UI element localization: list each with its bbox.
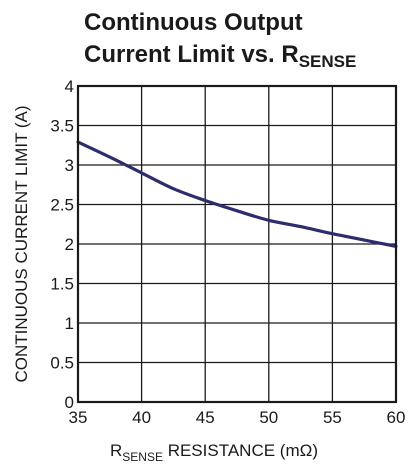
y-tick-labels: 0 0.5 1 1.5 2 2.5 3 3.5 4 (50, 77, 74, 412)
x-tick-label: 35 (69, 408, 88, 427)
chart-title-line2-sub: SENSE (299, 52, 357, 71)
y-tick-label: 3.5 (50, 117, 74, 136)
y-tick-label: 2.5 (50, 196, 74, 215)
x-axis-label-sub: SENSE (122, 450, 163, 462)
y-tick-label: 1 (65, 314, 74, 333)
y-tick-label: 4 (65, 77, 74, 96)
series-layer (76, 140, 398, 248)
y-tick-label: 1.5 (50, 275, 74, 294)
x-tick-label: 40 (132, 408, 151, 427)
series-line (76, 140, 398, 248)
chart-title-line2: Current Limit vs. RSENSE (84, 41, 356, 71)
x-axis-label: RSENSE RESISTANCE (mΩ) (110, 441, 318, 462)
x-tick-label: 55 (323, 408, 342, 427)
x-tick-labels: 35 40 45 50 55 60 (69, 408, 406, 427)
chart-title-line1: Continuous Output (84, 9, 303, 36)
x-axis-label-main: R (110, 441, 122, 460)
y-tick-label: 0 (65, 393, 74, 412)
y-tick-label: 2 (65, 235, 74, 254)
y-tick-label: 3 (65, 156, 74, 175)
x-tick-label: 60 (387, 408, 406, 427)
grid-layer (77, 85, 397, 403)
chart-title-line2-main: Current Limit vs. R (84, 41, 299, 68)
plot-frame (76, 84, 398, 404)
y-axis-label: CONTINUOUS CURRENT LIMIT (A) (12, 105, 31, 382)
y-tick-label: 0.5 (50, 354, 74, 373)
x-tick-label: 45 (196, 408, 215, 427)
x-tick-label: 50 (259, 408, 278, 427)
x-axis-label-rest: RESISTANCE (mΩ) (163, 441, 318, 460)
